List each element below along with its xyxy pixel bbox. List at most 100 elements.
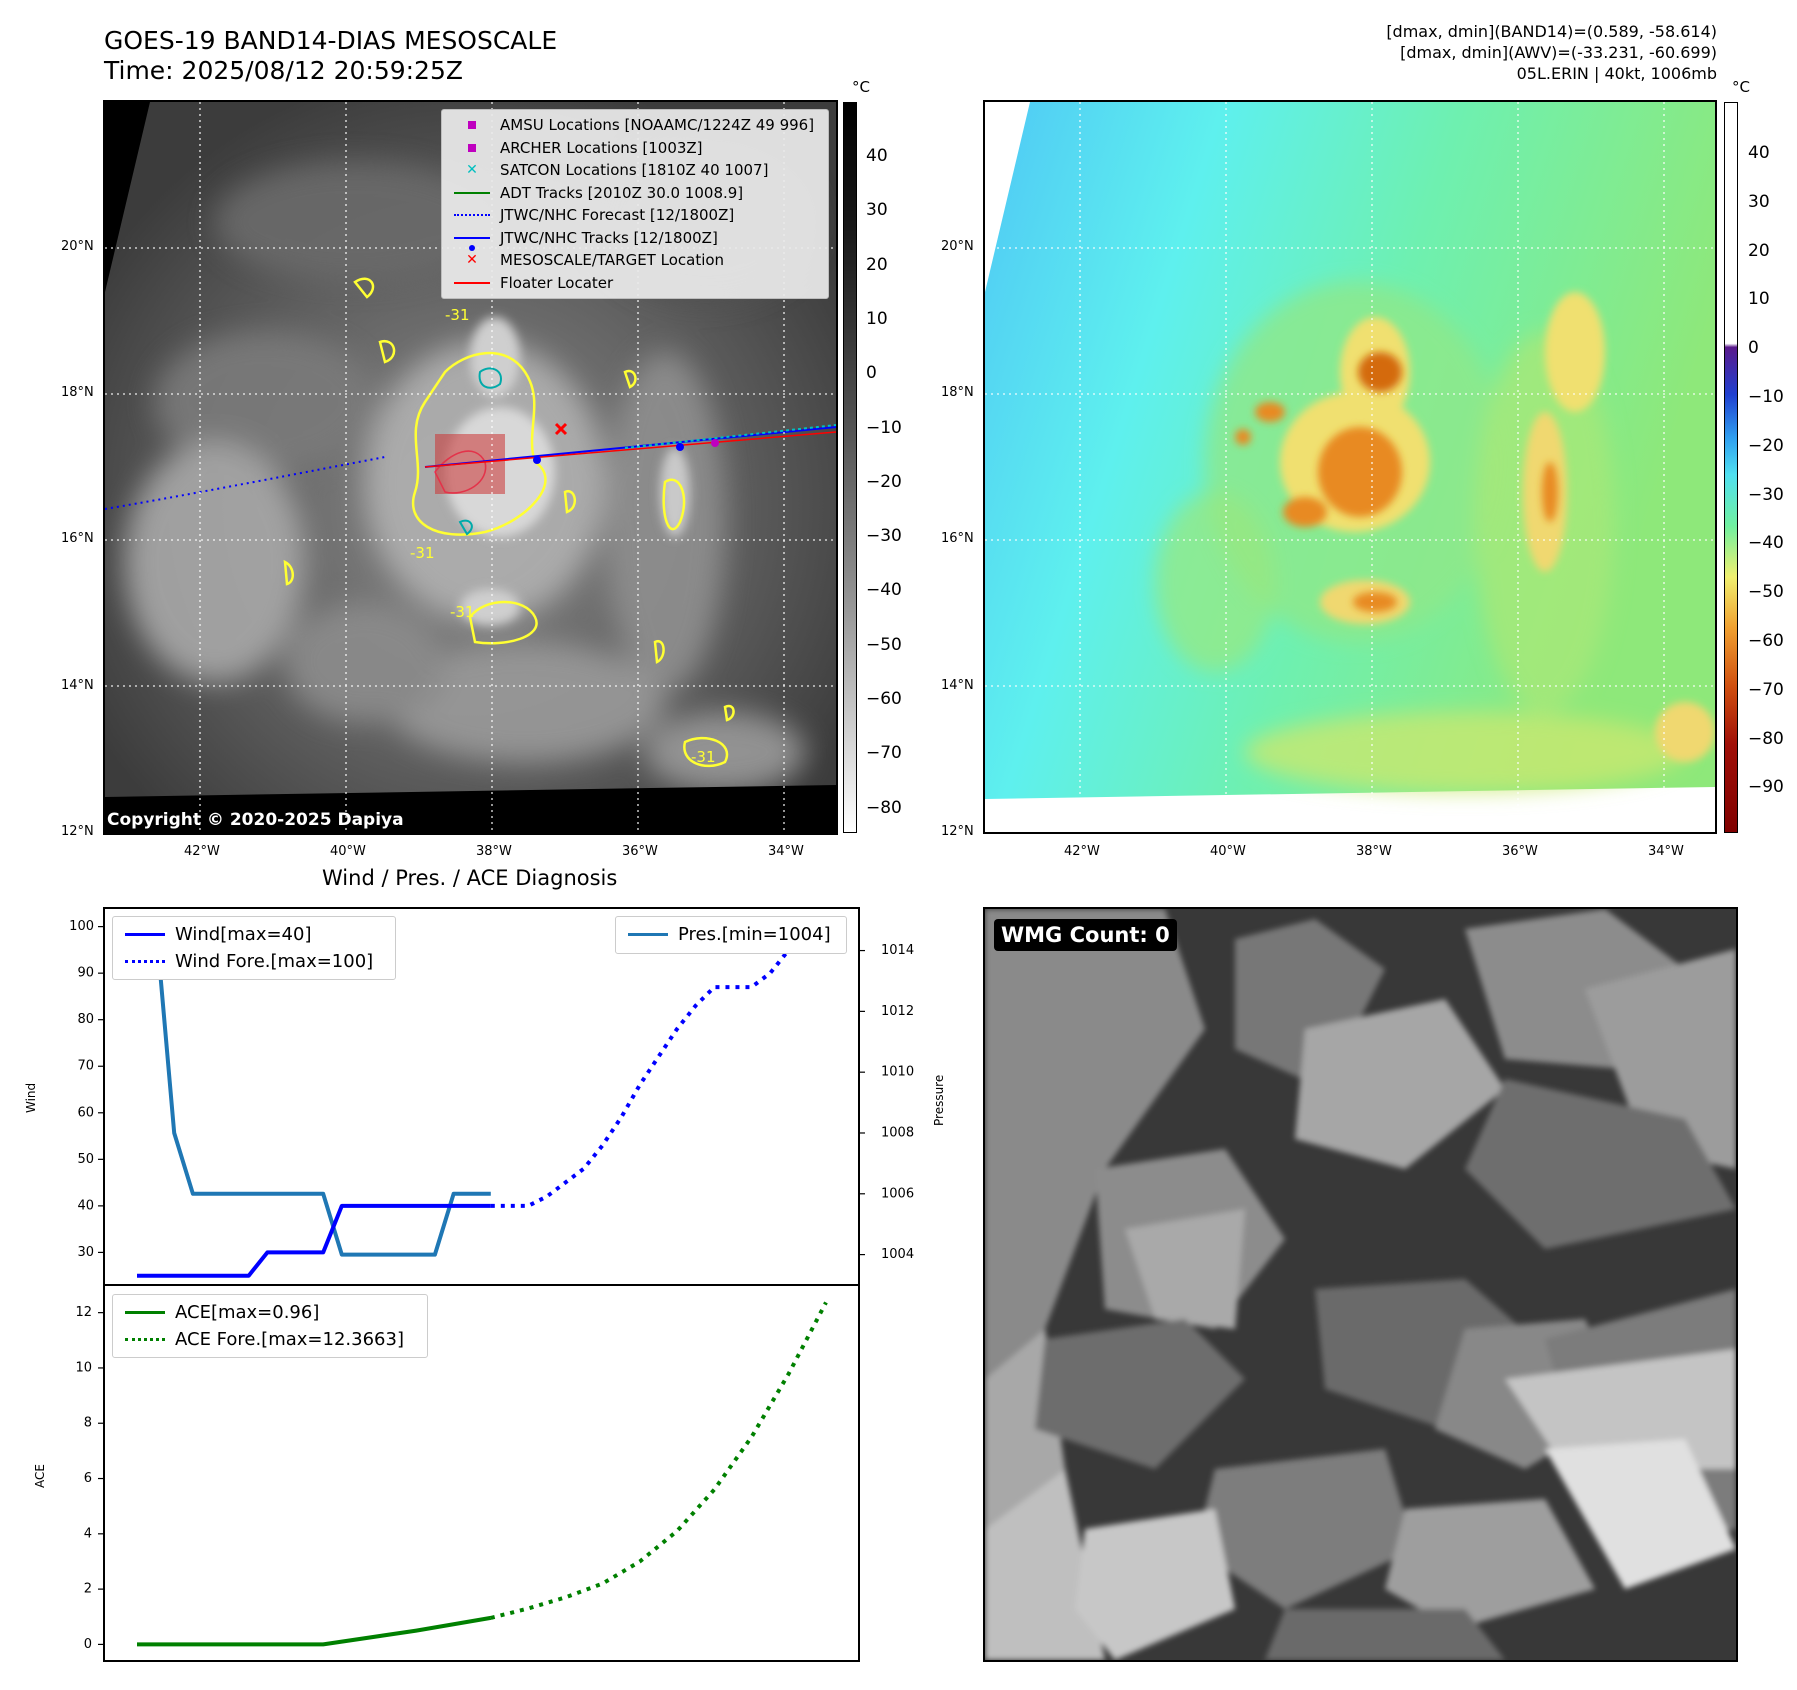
- colorbar-tick: 0: [1748, 338, 1759, 359]
- line-icon: [454, 191, 490, 194]
- pressure-ytick-label: 1014: [881, 943, 914, 958]
- colorbar-tick: −20: [1748, 435, 1784, 456]
- colorbar-tick: 20: [1748, 240, 1770, 261]
- line-icon: [454, 281, 490, 284]
- colorbar-tick: −70: [1748, 679, 1784, 700]
- track-point: [533, 456, 541, 464]
- wind-ytick-label: 70: [77, 1059, 94, 1074]
- ace-plot-frame: [103, 1284, 860, 1662]
- wind-ytick-label: 80: [77, 1012, 94, 1027]
- legend-item-floater: Floater Locater: [450, 272, 820, 295]
- lat-label: 12°N: [941, 824, 974, 839]
- lon-label: 38°W: [1356, 844, 1392, 859]
- wind-ytick-label: 40: [77, 1198, 94, 1213]
- wind-ytick-label: 90: [77, 966, 94, 981]
- wind-legend: Wind[max=40] Wind Fore.[max=100]: [112, 916, 396, 980]
- legend-item-pressure: Pres.[min=1004]: [624, 921, 838, 948]
- colorbar-tick: −10: [866, 417, 902, 438]
- lat-label: 18°N: [941, 385, 974, 400]
- dotted-line-icon: [125, 1338, 165, 1341]
- dotted-line-icon: [125, 960, 165, 963]
- colorbar-tick: 10: [1748, 289, 1770, 310]
- wv-satellite-image: [985, 102, 1715, 832]
- track-point: [676, 443, 684, 451]
- pressure-ytick-label: 1008: [881, 1125, 914, 1140]
- colorbar-tick: −30: [1748, 484, 1784, 505]
- colorbar-tick: −80: [1748, 728, 1784, 749]
- colorbar-tick: −70: [866, 743, 902, 764]
- wmg-image: [985, 909, 1736, 1660]
- colorbar-tick: 10: [866, 308, 888, 329]
- lon-label: 42°W: [1064, 844, 1100, 859]
- ace-series-line: [137, 1615, 492, 1647]
- colorbar-tick: −40: [866, 580, 902, 601]
- lon-label: 40°W: [1210, 844, 1246, 859]
- x-marker-icon: ✕: [466, 252, 478, 269]
- lat-label: 18°N: [61, 385, 94, 400]
- line-icon: [125, 933, 165, 936]
- track-point: [711, 439, 719, 447]
- ace-ytick-label: 12: [75, 1305, 92, 1320]
- lat-label: 20°N: [941, 239, 974, 254]
- colorbar-tick: 0: [866, 363, 877, 384]
- ace-forecast-series-line: [490, 1301, 828, 1620]
- ir-contour-label: -31: [691, 748, 716, 766]
- legend-item-mesoscale: ✕ MESOSCALE/TARGET Location: [450, 249, 820, 272]
- ace-ytick-label: 6: [84, 1471, 92, 1486]
- wv-colorbar: [1724, 102, 1738, 833]
- ace-ytick-label: 2: [84, 1582, 92, 1597]
- colorbar-tick: −10: [1748, 387, 1784, 407]
- legend-item-archer: ARCHER Locations [1003Z]: [450, 137, 820, 160]
- pressure-ytick-label: 1012: [881, 1004, 914, 1019]
- ace-legend: ACE[max=0.96] ACE Fore.[max=12.3663]: [112, 1294, 428, 1358]
- figure-time: Time: 2025/08/12 20:59:25Z: [104, 56, 463, 85]
- ace-ytick-label: 4: [84, 1526, 92, 1541]
- figure-title: GOES-19 BAND14-DIAS MESOSCALE: [104, 26, 558, 55]
- colorbar-tick: −20: [866, 471, 902, 492]
- mesoscale-target-marker: [554, 422, 568, 436]
- wind-ytick-label: 60: [77, 1105, 94, 1120]
- colorbar-tick: −60: [866, 689, 902, 709]
- ir-contour-label: -31: [410, 544, 435, 562]
- legend-item-wind-forecast: Wind Fore.[max=100]: [121, 948, 387, 975]
- lon-label: 34°W: [1648, 844, 1684, 859]
- wind-ytick-label: 30: [77, 1245, 94, 1260]
- floater-box: [435, 434, 505, 494]
- legend-item-adt: ADT Tracks [2010Z 30.0 1008.9]: [450, 182, 820, 205]
- ir-map-legend: AMSU Locations [NOAAMC/1224Z 49 996] ARC…: [441, 109, 829, 299]
- square-marker-icon: [468, 143, 476, 152]
- lat-label: 14°N: [61, 678, 94, 693]
- legend-item-satcon: ✕ SATCON Locations [1810Z 40 1007]: [450, 159, 820, 182]
- pressure-series-line: [137, 918, 491, 1257]
- lat-label: 14°N: [941, 678, 974, 693]
- wv-map-panel: [983, 100, 1717, 834]
- jtwc-track: [424, 426, 836, 468]
- info-storm: 05L.ERIN | 40kt, 1006mb: [1516, 64, 1717, 83]
- line-icon: [628, 933, 668, 936]
- ir-colorbar: [843, 102, 857, 833]
- wmg-panel: [983, 907, 1738, 1662]
- colorbar-tick: −90: [1748, 777, 1784, 798]
- wind-ytick-label: 100: [69, 919, 94, 934]
- colorbar-tick: −80: [866, 797, 902, 818]
- floater-locater-line: [424, 431, 836, 468]
- lat-label: 16°N: [941, 531, 974, 546]
- lat-label: 12°N: [61, 824, 94, 839]
- copyright: Copyright © 2020-2025 Dapiya: [107, 810, 404, 830]
- square-marker-icon: [468, 121, 476, 130]
- x-marker-icon: ✕: [466, 162, 478, 179]
- satcon-track: [624, 424, 836, 449]
- wind-series-line: [137, 1203, 491, 1278]
- legend-item-ace-forecast: ACE Fore.[max=12.3663]: [121, 1326, 419, 1353]
- lon-label: 42°W: [184, 844, 220, 859]
- colorbar-tick: 30: [866, 200, 888, 221]
- ace-ytick-label: 0: [84, 1637, 92, 1652]
- lon-label: 40°W: [330, 844, 366, 859]
- ir-colorbar-unit: °C: [852, 78, 870, 96]
- colorbar-tick: −50: [1748, 582, 1784, 603]
- legend-item-tracks: JTWC/NHC Tracks [12/1800Z]: [450, 227, 820, 251]
- pressure-axis-label: Pressure: [932, 1074, 946, 1126]
- colorbar-tick: 30: [1748, 191, 1770, 212]
- forecast-track: [105, 456, 386, 510]
- wv-colorbar-unit: °C: [1732, 78, 1750, 96]
